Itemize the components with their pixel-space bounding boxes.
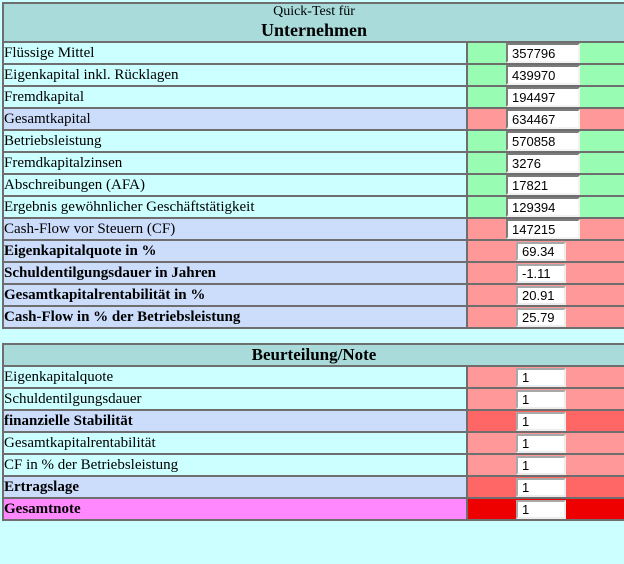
row-eigenkapitalquote-prozent: Eigenkapitalquote in % — [2, 239, 624, 263]
row-eigenkapital: Eigenkapital inkl. Rücklagen — [2, 63, 624, 87]
gesamtkapitalrentabilitaet-output[interactable] — [516, 286, 566, 304]
row-label: Betriebsleistung — [2, 129, 468, 153]
note-row-cf-prozent: CF in % der Betriebsleistung — [2, 453, 624, 477]
schuldentilgungsdauer-output[interactable] — [516, 264, 566, 282]
row-label: Cash-Flow vor Steuern (CF) — [2, 217, 468, 241]
row-label: Fremdkapitalzinsen — [2, 151, 468, 175]
note-ertragslage[interactable] — [516, 478, 566, 496]
row-gesamtkapitalrentabilitaet-prozent: Gesamtkapitalrentabilität in % — [2, 283, 624, 307]
ergebnis-input[interactable] — [506, 198, 580, 216]
value-cell — [466, 453, 624, 477]
beurteilung-table: Beurteilung/Note Eigenkapitalquote Schul… — [2, 343, 624, 521]
note-row-gesamtkapitalrentabilitaet: Gesamtkapitalrentabilität — [2, 431, 624, 455]
row-label: Gesamtnote — [2, 497, 468, 521]
table2-header-row: Beurteilung/Note — [2, 343, 624, 367]
note-gesamtkapitalrentabilitaet[interactable] — [516, 434, 566, 452]
note-schuldentilgungsdauer[interactable] — [516, 390, 566, 408]
table1-title-line2: Unternehmen — [261, 20, 367, 40]
value-cell — [466, 497, 624, 521]
value-cell — [466, 261, 624, 285]
table-spacer — [2, 329, 624, 343]
table1-title-line1: Quick-Test für — [273, 4, 355, 19]
note-eigenkapitalquote[interactable] — [516, 368, 566, 386]
gesamtkapital-output[interactable] — [506, 110, 580, 128]
table2-header: Beurteilung/Note — [2, 343, 624, 367]
note-cf-prozent[interactable] — [516, 456, 566, 474]
row-label: Eigenkapital inkl. Rücklagen — [2, 63, 468, 87]
value-cell — [466, 151, 624, 175]
row-cashflow-vor-steuern: Cash-Flow vor Steuern (CF) — [2, 217, 624, 241]
eigenkapitalquote-output[interactable] — [516, 242, 566, 260]
note-gesamtnote[interactable] — [516, 500, 566, 518]
row-label: Gesamtkapitalrentabilität — [2, 431, 468, 455]
row-cashflow-prozent: Cash-Flow in % der Betriebsleistung — [2, 305, 624, 329]
row-label: Flüssige Mittel — [2, 41, 468, 65]
cashflow-output[interactable] — [506, 220, 580, 238]
row-label: Schuldentilgungsdauer in Jahren — [2, 261, 468, 285]
row-label: Abschreibungen (AFA) — [2, 173, 468, 197]
row-label: finanzielle Stabilität — [2, 409, 468, 433]
row-label: Eigenkapitalquote in % — [2, 239, 468, 263]
eigenkapital-input[interactable] — [506, 66, 580, 84]
row-label: Schuldentilgungsdauer — [2, 387, 468, 411]
table1-header-row: Quick-Test für Unternehmen — [2, 2, 624, 43]
value-cell — [466, 239, 624, 263]
row-ergebnis: Ergebnis gewöhnlicher Geschäftstätigkeit — [2, 195, 624, 219]
row-fremdkapital: Fremdkapital — [2, 85, 624, 109]
row-gesamtkapital: Gesamtkapital — [2, 107, 624, 131]
value-cell — [466, 305, 624, 329]
value-cell — [466, 217, 624, 241]
value-cell — [466, 107, 624, 131]
value-cell — [466, 173, 624, 197]
fluessige-mittel-input[interactable] — [506, 44, 580, 62]
row-betriebsleistung: Betriebsleistung — [2, 129, 624, 153]
row-label: Gesamtkapital — [2, 107, 468, 131]
row-fluessige-mittel: Flüssige Mittel — [2, 41, 624, 65]
note-row-eigenkapitalquote: Eigenkapitalquote — [2, 365, 624, 389]
abschreibungen-input[interactable] — [506, 176, 580, 194]
note-row-ertragslage: Ertragslage — [2, 475, 624, 499]
row-label: Eigenkapitalquote — [2, 365, 468, 389]
row-fremdkapitalzinsen: Fremdkapitalzinsen — [2, 151, 624, 175]
fremdkapitalzinsen-input[interactable] — [506, 154, 580, 172]
value-cell — [466, 129, 624, 153]
value-cell — [466, 365, 624, 389]
value-cell — [466, 475, 624, 499]
row-label: Gesamtkapitalrentabilität in % — [2, 283, 468, 307]
row-schuldentilgungsdauer-jahre: Schuldentilgungsdauer in Jahren — [2, 261, 624, 285]
row-label: Cash-Flow in % der Betriebsleistung — [2, 305, 468, 329]
quick-test-table: Quick-Test für Unternehmen Flüssige Mitt… — [2, 2, 624, 329]
value-cell — [466, 41, 624, 65]
fremdkapital-input[interactable] — [506, 88, 580, 106]
cashflow-prozent-output[interactable] — [516, 308, 566, 326]
row-label: Fremdkapital — [2, 85, 468, 109]
value-cell — [466, 387, 624, 411]
row-label: Ertragslage — [2, 475, 468, 499]
betriebsleistung-input[interactable] — [506, 132, 580, 150]
note-row-schuldentilgungsdauer: Schuldentilgungsdauer — [2, 387, 624, 411]
value-cell — [466, 409, 624, 433]
note-row-gesamtnote: Gesamtnote — [2, 497, 624, 521]
row-label: Ergebnis gewöhnlicher Geschäftstätigkeit — [2, 195, 468, 219]
value-cell — [466, 283, 624, 307]
table1-header: Quick-Test für Unternehmen — [2, 2, 624, 43]
note-finanzielle-stabilitaet[interactable] — [516, 412, 566, 430]
page: Quick-Test für Unternehmen Flüssige Mitt… — [2, 2, 624, 521]
value-cell — [466, 85, 624, 109]
row-abschreibungen: Abschreibungen (AFA) — [2, 173, 624, 197]
row-label: CF in % der Betriebsleistung — [2, 453, 468, 477]
note-row-finanzielle-stabilitaet: finanzielle Stabilität — [2, 409, 624, 433]
value-cell — [466, 195, 624, 219]
value-cell — [466, 63, 624, 87]
value-cell — [466, 431, 624, 455]
